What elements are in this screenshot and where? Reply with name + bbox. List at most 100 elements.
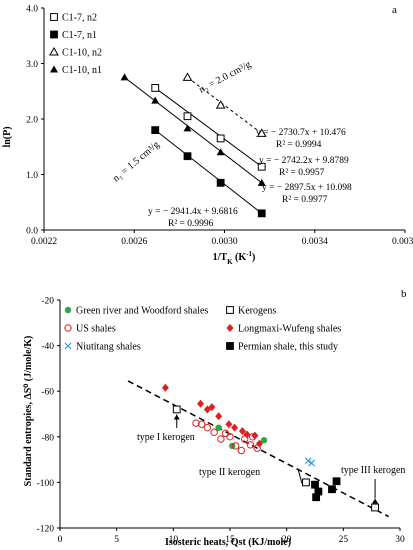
data-point-5 <box>314 487 323 496</box>
data-point-1 <box>172 405 181 414</box>
legend-label-3: C1-10, n1 <box>62 65 102 76</box>
data-point-3 <box>231 423 239 432</box>
legend-label-0: C1-7, n2 <box>62 13 97 24</box>
x-tick-label: 0.0038 <box>392 237 413 247</box>
data-point-2 <box>182 72 193 81</box>
xlabel-sup: -1 <box>246 250 252 258</box>
fit-line-3 <box>124 76 263 184</box>
equation-1-r2: R² = 0.9994 <box>276 140 322 150</box>
legend-label-1: Kerogens <box>238 306 276 317</box>
panel-b-trendline <box>127 380 390 518</box>
data-point-1 <box>257 209 266 218</box>
y-tick-label: 0.0 <box>26 227 38 237</box>
legend-marker-2 <box>64 324 72 332</box>
panel-a-legend: C1-7, n2 C1-7, n1 C1-10, n2 C1-10, n1 <box>49 13 102 76</box>
data-point-1 <box>371 503 379 512</box>
data-point-0 <box>151 84 160 92</box>
data-point-2 <box>210 428 218 436</box>
legend-marker-5 <box>226 342 234 350</box>
legend-marker-1 <box>50 30 58 39</box>
equation-4-r2: R² = 0.9996 <box>168 219 214 229</box>
data-point-0 <box>215 424 222 431</box>
equation-3-r2: R² = 0.9977 <box>282 195 328 205</box>
equation-3: y = − 2897.5x + 10.098 <box>262 183 352 193</box>
legend-marker-0 <box>64 306 72 314</box>
x-tick-label: 30 <box>395 535 405 545</box>
annotation-n1: n₁ = 1.5 cm³/g <box>111 139 162 184</box>
panel-b-label: b <box>401 288 407 300</box>
data-point-2 <box>246 441 255 449</box>
fit-line-1 <box>154 129 263 214</box>
panel-a-xlabel: 1/TK (K-1) <box>213 250 256 266</box>
panel-a: a 0.0022 0.0026 0.0030 0.0034 0.0038 0.0 1.0 2.… <box>2 4 413 266</box>
legend-marker-3 <box>226 324 234 332</box>
xlabel-unit: (K <box>233 252 247 263</box>
y-tick-label: -120 <box>37 525 55 535</box>
data-point-4-stroke-b <box>308 459 316 467</box>
y-tick-label: -60 <box>41 388 54 398</box>
panel-b-points <box>161 383 379 512</box>
legend-label-4: Niutitang shales <box>76 342 141 353</box>
legend-marker-2 <box>49 46 59 56</box>
data-point-3 <box>197 399 205 408</box>
data-point-0 <box>216 134 225 143</box>
data-point-3 <box>216 148 225 156</box>
annotation-n2: n₂ = 2.0 cm³/g <box>197 59 253 96</box>
x-tick-label: 20 <box>282 535 292 545</box>
arrow-type-ii-shaft <box>297 468 303 484</box>
panel-b-xlabel: Isosteric heats, Qst (KJ/mole) <box>165 537 291 548</box>
legend-marker-3 <box>50 65 58 73</box>
data-point-3 <box>225 420 233 429</box>
data-point-3 <box>255 439 263 448</box>
data-point-4 <box>308 459 316 467</box>
legend-label-0: Green river and Woodford shales <box>76 306 208 317</box>
data-point-2 <box>203 423 212 432</box>
panel-b-legend: Green river and Woodford shales Kerogens U… <box>64 306 341 353</box>
x-tick-label: 0.0022 <box>31 237 57 247</box>
data-point-3 <box>183 124 192 132</box>
legend-marker-1 <box>226 306 234 314</box>
annotation-type-ii: type II kerogen <box>199 467 260 478</box>
panel-b-ylabel: Standard entropies, ΔS⁰ (J/mole/K) <box>23 336 34 487</box>
xlabel-close: ) <box>252 252 255 263</box>
y-tick-label: -20 <box>41 297 54 307</box>
panel-b: b 0 5 10 15 20 25 30 -20 -40 -60 -80 -100 -120 Green… <box>23 288 407 548</box>
legend-marker-4-stroke-b <box>64 342 72 350</box>
y-tick-label: -80 <box>41 433 54 443</box>
data-point-1 <box>302 478 310 487</box>
annotation-type-i: type I kerogen <box>137 432 195 443</box>
xlabel-main: 1/T <box>213 252 228 263</box>
data-point-2 <box>231 442 240 450</box>
x-tick-label: 0.0026 <box>121 237 147 247</box>
data-point-3 <box>161 383 169 392</box>
y-tick-label: 4.0 <box>26 5 38 15</box>
data-point-2 <box>217 435 225 443</box>
data-point-0 <box>183 112 192 121</box>
data-point-1 <box>216 178 225 187</box>
annotation-arrows <box>173 414 379 504</box>
legend-marker-0 <box>50 13 58 21</box>
data-point-3 <box>120 73 129 81</box>
x-tick-label: 5 <box>114 535 119 545</box>
equation-2: y = − 2742.2x + 9.8789 <box>259 156 349 166</box>
panel-a-axes: 0.0022 0.0026 0.0030 0.0034 0.0038 0.0 1.0 2.0 3… <box>26 5 413 248</box>
data-point-2 <box>226 433 234 441</box>
xlabel-sub: K <box>227 258 233 266</box>
data-point-1 <box>151 126 160 134</box>
panel-a-fit-lines <box>124 76 263 214</box>
x-tick-label: 25 <box>339 535 349 545</box>
data-point-3 <box>243 430 251 439</box>
x-tick-label: 10 <box>169 535 179 545</box>
trend-line <box>127 380 390 518</box>
data-point-2 <box>237 446 246 455</box>
legend-label-2: US shales <box>76 324 116 335</box>
equation-2-r2: R² = 0.9957 <box>279 168 325 178</box>
data-point-3 <box>238 427 246 436</box>
data-point-0 <box>257 162 266 171</box>
y-tick-label: 2.0 <box>26 116 38 126</box>
arrow-type-i-head <box>173 414 180 420</box>
equation-4: y = − 2941.4x + 9.6816 <box>148 207 238 217</box>
data-point-3 <box>251 431 259 440</box>
y-tick-label: -40 <box>41 342 54 352</box>
